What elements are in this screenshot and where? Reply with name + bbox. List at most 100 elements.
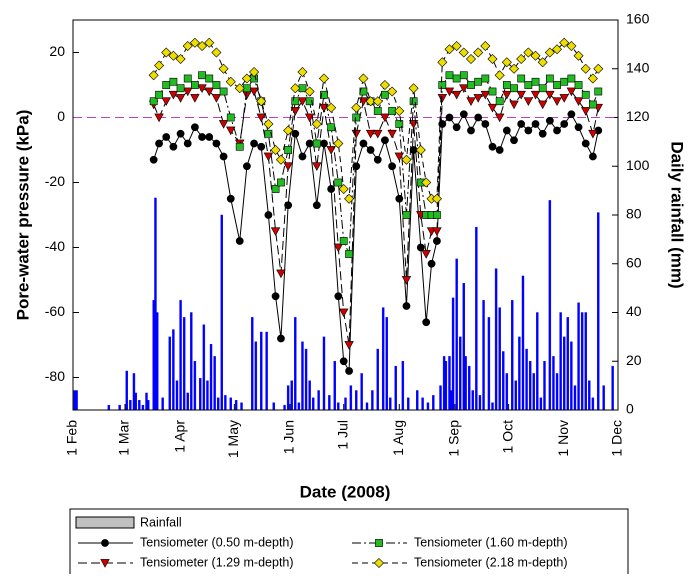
rain-bar	[439, 385, 442, 411]
marker	[544, 47, 555, 58]
rain-bar	[290, 380, 293, 411]
marker	[284, 146, 293, 154]
rain-bar	[563, 336, 566, 411]
rain-bar	[260, 331, 263, 411]
marker	[327, 123, 336, 132]
rain-bar	[301, 341, 304, 411]
rain-bar	[186, 392, 189, 411]
marker	[516, 53, 527, 65]
marker	[205, 74, 214, 83]
rain-bar	[421, 397, 424, 411]
rain-bar	[297, 402, 301, 411]
marker	[226, 194, 235, 203]
rain-bar	[498, 307, 501, 411]
marker	[149, 155, 158, 164]
marker	[345, 250, 353, 258]
marker	[334, 292, 343, 301]
marker	[257, 142, 266, 151]
marker	[218, 63, 229, 74]
rain-bar	[254, 341, 258, 411]
marker	[345, 367, 353, 375]
marker	[226, 113, 235, 122]
marker	[326, 102, 337, 113]
marker	[149, 97, 158, 106]
marker	[495, 97, 504, 106]
marker	[379, 79, 390, 91]
marker	[175, 94, 186, 103]
rain-bar	[134, 392, 137, 411]
marker	[545, 116, 554, 125]
marker	[480, 40, 491, 52]
rain-bar	[182, 317, 186, 411]
marker	[531, 120, 540, 128]
marker	[176, 129, 185, 138]
marker	[191, 81, 199, 89]
marker	[467, 126, 475, 135]
marker	[523, 47, 534, 58]
marker	[234, 83, 245, 94]
y-tick-label: 0	[57, 108, 65, 124]
marker	[588, 129, 598, 139]
rain-bar	[147, 400, 150, 411]
marker	[218, 120, 229, 129]
rain-bar	[432, 395, 435, 411]
rain-bar	[543, 361, 546, 411]
rain-bar	[381, 307, 385, 411]
rain-bar	[548, 200, 552, 411]
x-tick-label: 1 Jun	[281, 420, 297, 454]
rain-bar	[172, 329, 175, 411]
rain-bar	[179, 300, 182, 411]
marker	[488, 142, 497, 151]
rain-bar	[536, 312, 539, 411]
marker	[452, 123, 461, 132]
marker	[154, 113, 164, 123]
rain-bar	[75, 390, 78, 411]
marker	[312, 162, 322, 171]
legend-marker	[101, 539, 109, 547]
marker	[372, 96, 383, 107]
marker	[415, 144, 426, 156]
marker	[339, 308, 349, 318]
rain-bar	[161, 397, 164, 411]
rain-bar	[202, 324, 206, 411]
marker	[304, 86, 315, 97]
marker	[351, 102, 362, 113]
marker	[333, 138, 344, 149]
marker	[509, 100, 519, 110]
marker	[176, 84, 185, 93]
marker	[190, 94, 200, 103]
marker	[451, 40, 462, 52]
marker	[567, 110, 576, 119]
rain-bar	[240, 402, 243, 411]
legend-swatch	[75, 516, 135, 529]
marker	[352, 162, 361, 171]
marker	[155, 139, 163, 148]
marker	[516, 90, 526, 100]
marker	[276, 269, 286, 279]
rain-bar	[206, 380, 209, 411]
marker	[502, 126, 511, 135]
marker	[433, 211, 441, 219]
marker	[241, 73, 252, 84]
marker	[416, 243, 425, 252]
rain-bar	[337, 402, 340, 411]
x-tick-label: 1 Dec	[609, 420, 625, 457]
rain-bar	[294, 317, 297, 411]
marker	[365, 96, 376, 107]
rain-bar	[328, 395, 331, 411]
marker	[333, 243, 344, 253]
legend-marker	[100, 559, 110, 568]
legend-label: Rainfall	[140, 515, 182, 529]
rain-bar	[193, 361, 197, 411]
marker	[381, 136, 389, 145]
y2-axis-label: Daily rainfall (mm)	[668, 141, 687, 288]
marker	[589, 100, 597, 109]
rain-bar	[511, 300, 514, 411]
marker	[416, 178, 425, 187]
marker	[275, 154, 286, 165]
marker	[553, 126, 561, 135]
rain-bar	[584, 312, 587, 411]
rain-bar	[217, 397, 220, 411]
marker	[566, 40, 577, 52]
marker	[474, 113, 483, 122]
